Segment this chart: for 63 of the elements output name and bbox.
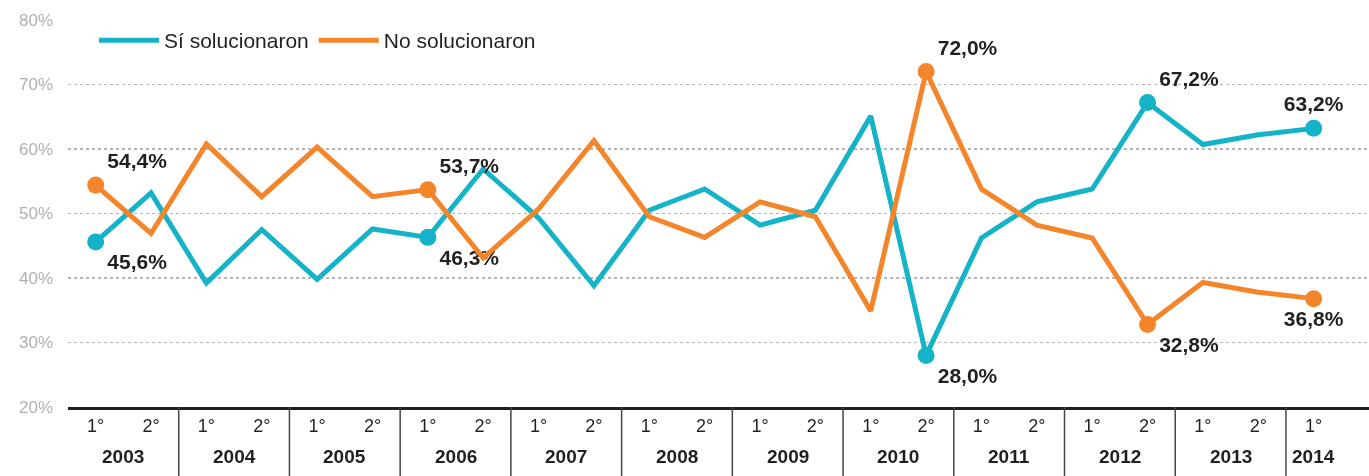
x-tick-label: 1° (529, 415, 548, 436)
x-tick-label: 2° (1249, 415, 1267, 436)
data-label: 63,2% (1283, 92, 1344, 116)
data-label: 53,7% (439, 153, 500, 177)
x-tick-label: 2° (253, 415, 271, 436)
point (419, 181, 437, 199)
y-tick-label: 70% (18, 75, 53, 95)
x-tick-label: 2° (585, 415, 603, 436)
text: 2013 (1210, 446, 1253, 467)
point (1305, 290, 1323, 308)
x-tick-label: 1° (972, 415, 991, 436)
point (917, 63, 935, 81)
data-label: 28,0% (937, 363, 998, 387)
x-tick-label: 2° (1138, 415, 1157, 436)
text: 2012 (1099, 446, 1142, 467)
y-tick-label: 50% (18, 204, 53, 224)
text: 2011 (988, 446, 1030, 467)
point (1139, 315, 1157, 333)
data-label: 72,0% (937, 35, 998, 59)
text: 2005 (323, 446, 366, 467)
point (419, 228, 437, 246)
text: 2006 (435, 446, 478, 467)
x-tick-label: 1° (640, 415, 658, 436)
data-label: 54,4% (107, 149, 168, 173)
data-label: 45,6% (107, 250, 168, 274)
legend-label: Sí solucionaron (164, 29, 309, 53)
x-tick-label: 1° (419, 415, 437, 436)
point (87, 176, 105, 194)
x-tick-label: 1° (308, 415, 326, 436)
x-tick-label: 1° (197, 415, 216, 436)
y-tick-label: 40% (18, 268, 53, 288)
x-tick-label: 2° (806, 415, 824, 436)
x-tick-label: 2° (1028, 415, 1046, 436)
text: 2008 (656, 446, 699, 467)
x-tick-label: 2° (917, 415, 935, 436)
y-tick-label: 20% (18, 397, 53, 417)
text: 2009 (767, 446, 810, 467)
x-tick-label: 2° (474, 415, 492, 436)
point (1305, 119, 1323, 137)
x-tick-label: 2° (696, 415, 714, 436)
text: 2007 (545, 446, 588, 467)
point (87, 233, 105, 251)
data-label: 32,8% (1159, 332, 1220, 356)
x-tick-label: 1° (1083, 415, 1101, 436)
point (1139, 94, 1157, 112)
text: 2003 (102, 446, 145, 467)
x-tick-label: 1° (751, 415, 769, 436)
legend-label: No solucionaron (383, 29, 536, 53)
data-label: 36,8% (1283, 307, 1344, 331)
x-tick-label: 1° (1194, 415, 1212, 436)
x-tick-label: 1° (87, 415, 105, 436)
y-tick-label: 80% (18, 10, 53, 30)
x-tick-label: 2° (142, 415, 160, 436)
x-tick-label: 1° (862, 415, 880, 436)
y-tick-label: 60% (18, 139, 53, 159)
point (917, 346, 935, 364)
text: 2014 (1292, 446, 1335, 467)
x-tick-label: 1° (1305, 415, 1323, 436)
y-tick-label: 30% (18, 333, 53, 353)
text: 2004 (213, 446, 256, 467)
text: 2010 (877, 446, 920, 467)
data-label: 67,2% (1159, 66, 1220, 90)
x-tick-label: 2° (363, 415, 382, 436)
